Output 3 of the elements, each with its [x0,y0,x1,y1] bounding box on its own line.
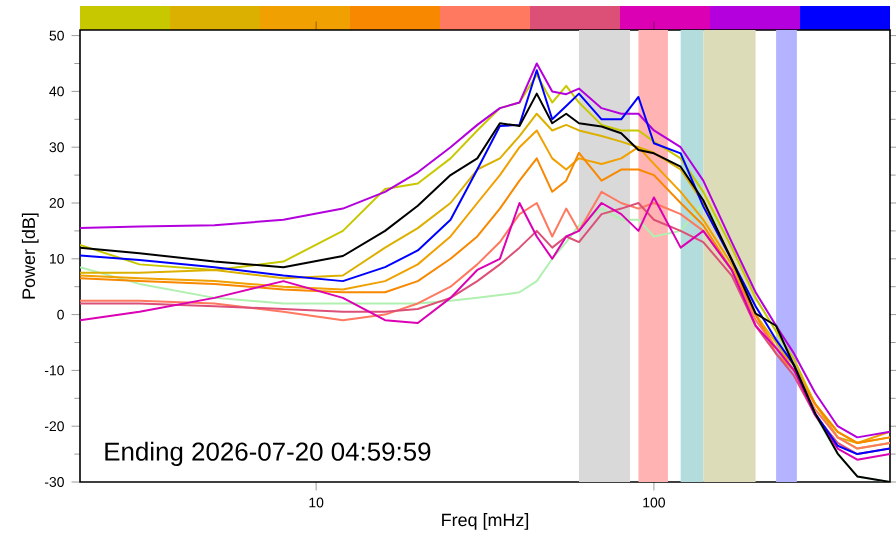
y-axis-title: Power [dB] [21,213,39,299]
annotation: Ending 2026-07-20 04:59:59 [105,441,431,466]
x-axis-title: Freq [mHz] [442,513,529,530]
